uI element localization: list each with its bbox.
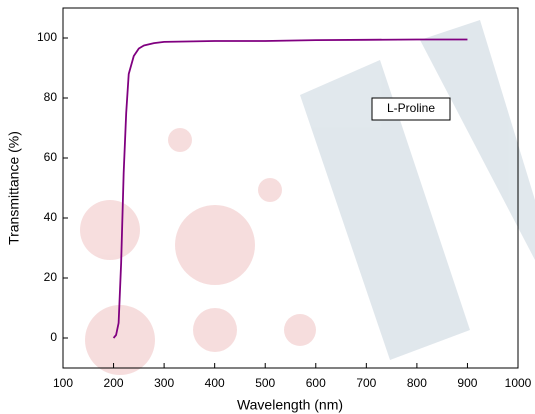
x-tick-label: 200 [104, 376, 124, 390]
x-tick-label: 100 [53, 376, 73, 390]
data-line [112, 38, 468, 339]
plot-frame [62, 7, 519, 369]
annotation: L-Proline [387, 101, 435, 115]
annotation-box [371, 97, 451, 121]
watermark [80, 20, 535, 375]
x-tick-label: 800 [407, 376, 427, 390]
x-tick-label: 600 [306, 376, 326, 390]
x-tick-label: 300 [154, 376, 174, 390]
y-tick-label: 0 [50, 330, 57, 344]
x-axis-title: Wavelength (nm) [237, 397, 343, 413]
y-axis-title: Transmittance (%) [6, 131, 22, 245]
x-tick-label: 1000 [505, 376, 532, 390]
y-tick-label: 20 [44, 270, 58, 284]
x-tick-label: 900 [457, 376, 477, 390]
y-tick-label: 100 [37, 30, 57, 44]
x-tick-label: 700 [356, 376, 376, 390]
x-tick-label: 400 [205, 376, 225, 390]
x-tick-label: 500 [255, 376, 275, 390]
y-tick-label: 40 [44, 210, 58, 224]
y-tick-label: 80 [44, 90, 58, 104]
y-tick-label: 60 [44, 150, 58, 164]
